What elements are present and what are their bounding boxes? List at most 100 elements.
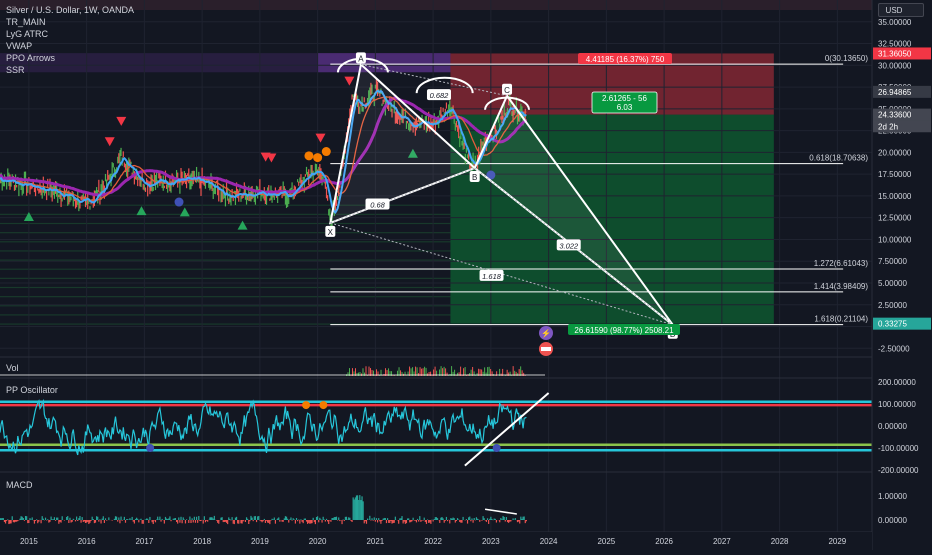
year-tick-label: 2018 [193, 537, 211, 546]
ssr-band [0, 323, 451, 325]
pp-tick-label: 200.00000 [878, 378, 916, 387]
symbol-title[interactable]: Silver / U.S. Dollar, 1W, OANDA [6, 5, 135, 15]
price-tick-label: 5.00000 [878, 279, 907, 288]
flag-icon-bar [541, 347, 551, 351]
ssr-band [0, 241, 451, 243]
indicator-ppo-arrows[interactable]: PPO Arrows [6, 53, 56, 63]
year-tick-label: 2029 [828, 537, 846, 546]
year-tick-label: 2025 [597, 537, 615, 546]
price-badge-label: 2d 2h [878, 122, 898, 131]
pp-divergence-line [464, 392, 550, 467]
ppo-arrow-up [237, 220, 248, 230]
price-tick-label: 20.00000 [878, 148, 912, 157]
resistance-band [317, 53, 451, 73]
harmonic-point-box [325, 225, 336, 237]
price-tick-label: 30.00000 [878, 61, 912, 70]
pp-orange-dot [319, 401, 328, 410]
entry-label: 6.03 [617, 103, 633, 112]
price-badge [873, 317, 931, 330]
year-tick-label: 2022 [424, 537, 442, 546]
indicator-lyg-atrc[interactable]: LyG ATRC [6, 29, 49, 39]
fib-label: 0.618(18.70638) [809, 154, 868, 163]
flash-icon-glyph: ⚡ [541, 328, 551, 338]
orange-dot [321, 147, 331, 157]
price-badge-label: 24.33600 [878, 111, 912, 120]
fib-label: 0(30.13650) [825, 54, 868, 63]
year-tick-label: 2015 [20, 537, 38, 546]
indicator-ssr[interactable]: SSR [6, 65, 25, 75]
harmonic-point-box [355, 52, 366, 64]
currency-button[interactable]: USD [878, 3, 924, 17]
ssr-band [0, 250, 451, 252]
macd-tick-label: 1.00000 [878, 492, 907, 501]
header-strip [0, 0, 872, 10]
pp-tick-label: 0.00000 [878, 422, 907, 431]
harmonic-diagonal [330, 167, 475, 224]
ssr-band [0, 268, 451, 270]
harmonic-point-label: C [504, 86, 510, 95]
pp-orange-dot [302, 401, 311, 410]
ppo-arrow-down [315, 133, 326, 143]
time-axis-bg [0, 532, 872, 550]
ssr-band [0, 286, 451, 289]
pp-tick-label: 100.00000 [878, 400, 916, 409]
resistance-band [0, 53, 318, 73]
ppo-arrow-up [136, 206, 147, 216]
year-tick-label: 2027 [713, 537, 731, 546]
stop-label: 4.41185 (16.37%) 750 [586, 55, 665, 64]
ssr-band [0, 213, 451, 215]
price-tick-label: 17.50000 [878, 170, 912, 179]
blue-dot [174, 197, 184, 207]
macd-divergence-line [484, 508, 517, 515]
harmonic-diagonal [330, 222, 673, 326]
target-label: 26.61590 (98.77%) 2508.21 [574, 326, 674, 335]
harmonic-point-label: X [328, 228, 334, 237]
price-tick-label: 2.50000 [878, 301, 907, 310]
pp-blue-dot [146, 444, 155, 452]
macd-pane-label[interactable]: MACD [6, 480, 33, 490]
pp-pane-label[interactable]: PP Oscillator [6, 385, 58, 395]
price-tick-label: 10.00000 [878, 235, 912, 244]
ratio-box [365, 198, 390, 210]
year-tick-label: 2024 [540, 537, 558, 546]
ratio-label: 0.682 [430, 91, 450, 100]
harmonic-diagonal [360, 63, 508, 97]
price-tick-label: 35.00000 [878, 18, 912, 27]
year-tick-label: 2021 [366, 537, 384, 546]
price-badge [873, 47, 931, 60]
year-tick-label: 2016 [78, 537, 96, 546]
entry-label: 2.61265 - 56 [602, 94, 647, 103]
price-badge [873, 108, 931, 121]
year-tick-label: 2026 [655, 537, 673, 546]
year-tick-label: 2023 [482, 537, 500, 546]
harmonic-point-label: B [472, 173, 477, 182]
price-badge-label: 31.36050 [878, 49, 912, 58]
flash-icon [539, 326, 553, 340]
pp-tick-label: -200.00000 [878, 466, 919, 475]
indicator-vwap[interactable]: VWAP [6, 41, 33, 51]
harmonic-point-box [502, 83, 513, 95]
target-label-box [568, 324, 680, 335]
ppo-arrow-up [23, 211, 34, 221]
year-tick-label: 2020 [309, 537, 327, 546]
indicator-tr-main[interactable]: TR_MAIN [6, 17, 46, 27]
ppo-arrow-down [260, 152, 271, 162]
ma-blue [0, 89, 527, 215]
harmonic-point-box [469, 171, 480, 183]
ratio-label: 3.022 [559, 241, 579, 250]
vol-pane-label[interactable]: Vol [6, 363, 19, 373]
ppo-arrow-down [116, 116, 127, 126]
ratio-box [479, 269, 504, 281]
stop-label-box [578, 53, 672, 64]
blue-dot [486, 170, 496, 180]
entry-label-box [591, 91, 658, 114]
harmonic-arc [484, 96, 531, 110]
ppo-arrow-down [344, 76, 355, 86]
ppo-arrow-down [104, 137, 115, 147]
ssr-band [0, 222, 451, 225]
ppo-arrow-up [179, 207, 190, 217]
ppo-arrow-down [266, 153, 277, 163]
price-badge [873, 120, 931, 133]
